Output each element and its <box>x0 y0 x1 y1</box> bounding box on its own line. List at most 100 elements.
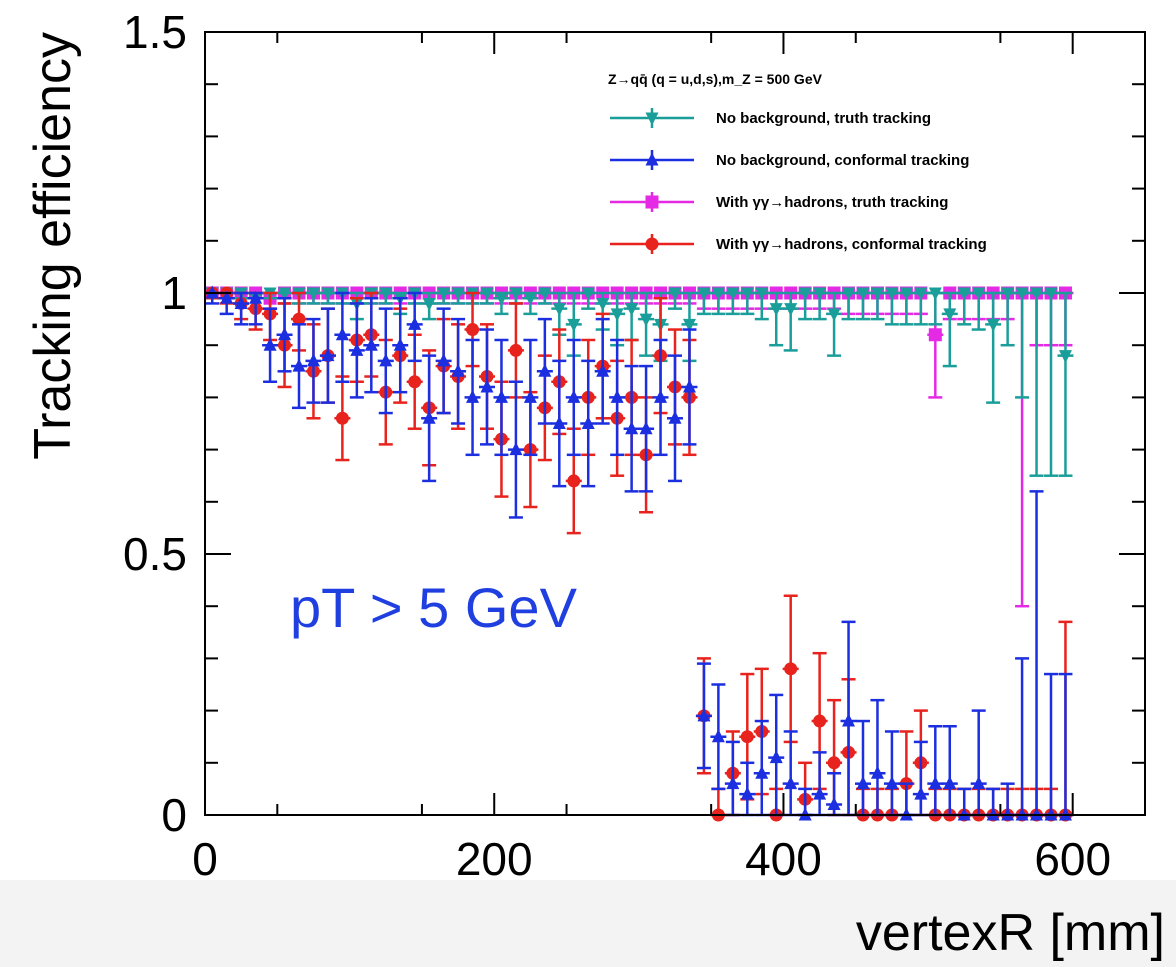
data-point <box>697 287 711 301</box>
data-point <box>928 287 942 301</box>
data-point <box>538 363 552 377</box>
data-point <box>494 389 508 403</box>
y-tick-label: 0 <box>161 789 187 841</box>
axis-tick-labels: 0 200 400 600 0 0.5 1 1.5 <box>123 6 1111 885</box>
data-point <box>538 287 552 301</box>
data-point <box>292 312 306 326</box>
data-point <box>639 421 653 435</box>
data-point <box>263 337 277 351</box>
data-point <box>972 776 986 790</box>
data-point <box>668 410 682 424</box>
data-point <box>755 765 769 779</box>
data-point <box>827 308 841 322</box>
legend-label: With γγ→hadrons, conformal tracking <box>716 236 987 253</box>
pt-cut-annotation: pT > 5 GeV <box>290 576 578 639</box>
legend-label: No background, truth tracking <box>716 110 931 127</box>
y-tick-label: 1.5 <box>123 6 187 58</box>
data-point <box>625 303 639 317</box>
data-point <box>1001 287 1015 301</box>
data-point <box>451 287 465 301</box>
data-point <box>220 290 234 304</box>
data-point <box>784 662 798 676</box>
data-point <box>437 287 451 301</box>
y-tick-label: 0.5 <box>123 528 187 580</box>
data-point <box>784 776 798 790</box>
legend-marker <box>645 237 659 251</box>
data-point <box>480 379 494 393</box>
data-point <box>437 353 451 367</box>
data-point <box>928 776 942 790</box>
data-point <box>393 337 407 351</box>
data-point <box>986 318 1000 332</box>
data-point <box>798 287 812 301</box>
data-point <box>813 287 827 301</box>
legend-marker <box>645 195 659 209</box>
data-point <box>1015 287 1029 301</box>
x-tick-label: 400 <box>745 833 822 885</box>
data-point <box>278 287 292 301</box>
x-axis-title: vertexR [mm] <box>856 904 1165 962</box>
data-point <box>755 287 769 301</box>
data-point <box>509 287 523 301</box>
data-point <box>682 318 696 332</box>
data-point <box>567 318 581 332</box>
y-axis-title: Tracking efficiency <box>24 32 82 460</box>
data-point <box>292 358 306 372</box>
data-point <box>856 287 870 301</box>
legend-label: With γγ→hadrons, truth tracking <box>716 194 948 211</box>
data-point <box>957 287 971 301</box>
data-point <box>466 323 480 337</box>
data-point <box>567 389 581 403</box>
data-point <box>668 287 682 301</box>
data-point <box>943 308 957 322</box>
data-point <box>769 750 783 764</box>
data-point <box>870 287 884 301</box>
data-point <box>350 342 364 356</box>
axis-ticks <box>204 31 1145 816</box>
x-tick-label: 600 <box>1034 833 1111 885</box>
data-point <box>625 421 639 435</box>
data-point <box>943 776 957 790</box>
data-point <box>552 303 566 317</box>
data-point <box>552 416 566 429</box>
data-point <box>480 287 494 301</box>
data-point <box>842 287 856 301</box>
data-point <box>682 379 696 393</box>
legend-title: Z→qq̄ (q = u,d,s),m_Z = 500 GeV <box>608 71 823 87</box>
x-tick-label: 0 <box>192 833 218 885</box>
data-point <box>523 292 537 306</box>
data-point <box>364 337 378 351</box>
data-point <box>610 389 624 403</box>
data-point <box>827 756 841 770</box>
data-point <box>335 327 349 341</box>
data-point <box>306 287 320 301</box>
data-point <box>494 292 508 306</box>
data-point <box>813 786 827 800</box>
data-point <box>408 316 422 330</box>
data-point <box>697 708 711 722</box>
data-point <box>928 328 942 342</box>
data-point <box>972 287 986 301</box>
data-point <box>249 290 263 304</box>
data-point <box>1044 287 1058 301</box>
data-point <box>711 287 725 301</box>
data-point <box>740 730 754 744</box>
data-point <box>306 353 320 367</box>
data-point <box>740 287 754 301</box>
data-point <box>422 410 436 424</box>
data-point <box>885 776 899 790</box>
data-point <box>740 786 754 800</box>
data-point <box>581 416 595 429</box>
data-point <box>726 287 740 301</box>
data-point <box>379 287 393 301</box>
data-point <box>856 776 870 790</box>
data-point <box>335 411 349 425</box>
data-point <box>596 297 610 311</box>
data-point <box>596 363 610 377</box>
data-point <box>914 786 928 800</box>
data-point <box>885 287 899 301</box>
legend-label: No background, conformal tracking <box>716 152 969 169</box>
data-point <box>451 363 465 377</box>
data-point <box>769 303 783 317</box>
